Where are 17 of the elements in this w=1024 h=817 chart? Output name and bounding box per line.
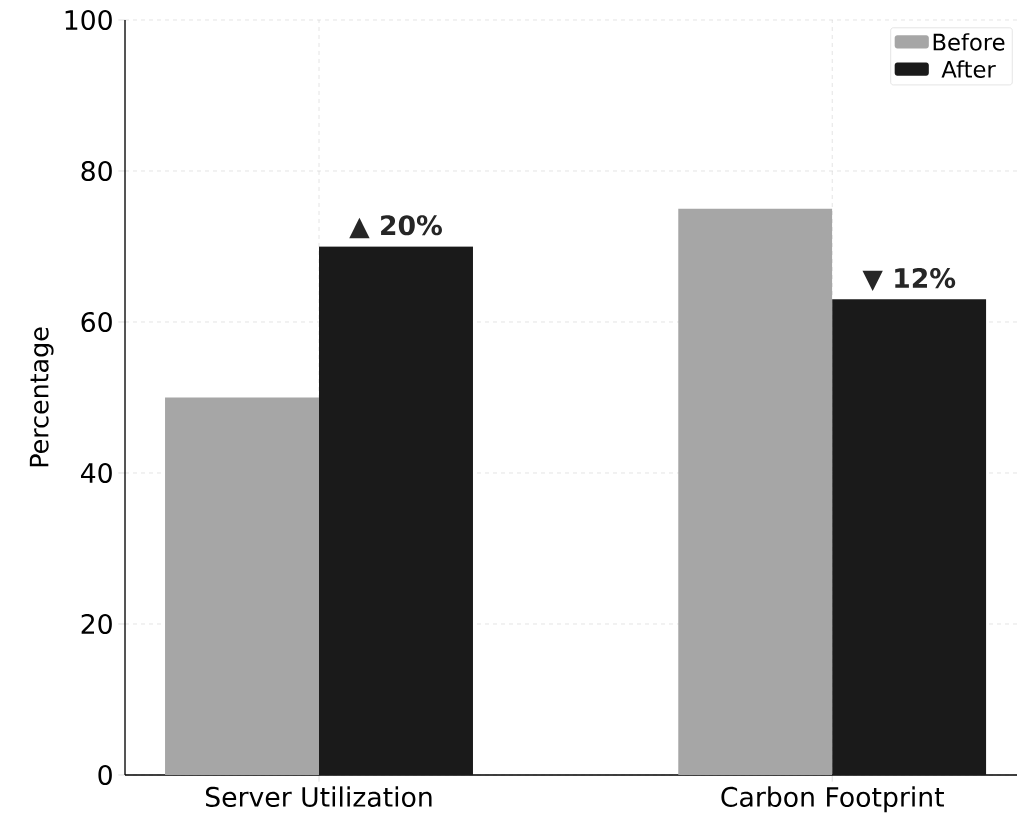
y-tick-label: 0 <box>98 764 112 786</box>
legend-label: Before <box>933 33 1005 51</box>
y-tick-label: 60 <box>81 311 112 333</box>
y-tick-label: 80 <box>81 160 112 182</box>
legend-label: After <box>941 60 996 78</box>
y-tick-label: 20 <box>81 613 112 635</box>
y-axis-title: Percentage <box>29 327 54 467</box>
bar <box>832 299 987 775</box>
bar <box>165 397 320 775</box>
y-tick-label: 100 <box>65 9 112 31</box>
y-tick-label: 40 <box>81 462 112 484</box>
annotation: ▼ 12% <box>862 268 956 292</box>
bar <box>678 208 833 775</box>
annotation: ▲ 20% <box>349 215 442 239</box>
x-tick-label: Server Utilization <box>205 786 432 807</box>
x-tick-label: Carbon Footprint <box>721 786 944 813</box>
bar <box>319 246 473 775</box>
